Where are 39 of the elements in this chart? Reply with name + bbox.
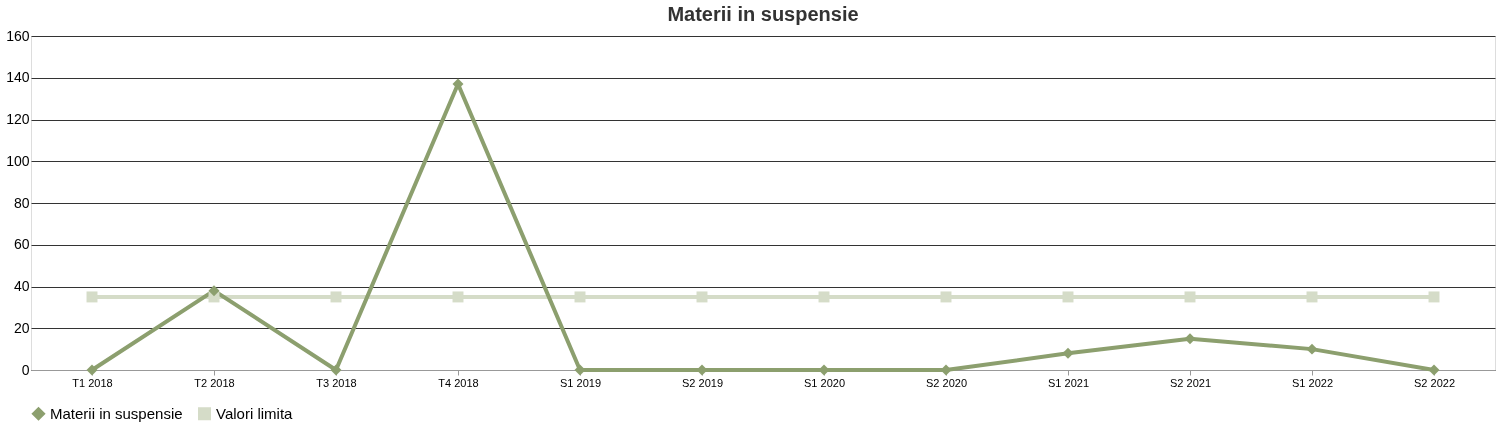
point <box>208 285 220 297</box>
x-tick-label: S1 2021 <box>1048 376 1089 389</box>
x-tick-label: T2 2018 <box>194 376 235 389</box>
legend-label: Valori limita <box>216 404 294 422</box>
point <box>330 291 342 303</box>
point <box>574 291 586 303</box>
x-tick-label: T4 2018 <box>438 376 479 389</box>
x-tick-label: S2 2021 <box>1170 376 1211 389</box>
x-tick-label: T3 2018 <box>316 376 357 389</box>
y-tick-label: 80 <box>13 194 30 211</box>
point <box>1428 291 1440 303</box>
point <box>818 291 830 303</box>
point <box>1428 364 1440 376</box>
y-tick-label: 100 <box>6 152 30 169</box>
point <box>940 291 952 303</box>
y-tick-label: 120 <box>6 111 30 127</box>
y-tick-label: 160 <box>6 27 30 44</box>
x-tick-label: S2 2022 <box>1414 376 1455 389</box>
y-tick-label: 60 <box>13 236 30 253</box>
x-tick-label: S1 2020 <box>804 376 845 389</box>
chart-title: Materii in suspensie <box>667 3 859 25</box>
point <box>330 364 342 376</box>
x-tick-label: S2 2020 <box>926 376 967 389</box>
x-tick-label: S2 2019 <box>682 376 723 389</box>
point <box>696 291 708 303</box>
point <box>86 291 98 303</box>
point <box>1184 291 1196 303</box>
y-tick-label: 40 <box>13 278 30 294</box>
point <box>86 364 98 376</box>
point <box>1062 291 1074 303</box>
x-tick-label: S1 2022 <box>1292 376 1333 389</box>
x-tick-label: T1 2018 <box>72 376 113 389</box>
legend-label: Materii in suspensie <box>50 404 183 422</box>
x-tick-label: S1 2019 <box>560 376 601 389</box>
point <box>452 291 464 303</box>
point <box>1306 291 1318 303</box>
y-tick-label: 140 <box>6 69 30 86</box>
y-tick-label: 0 <box>21 361 30 378</box>
y-tick-label: 20 <box>13 319 30 336</box>
